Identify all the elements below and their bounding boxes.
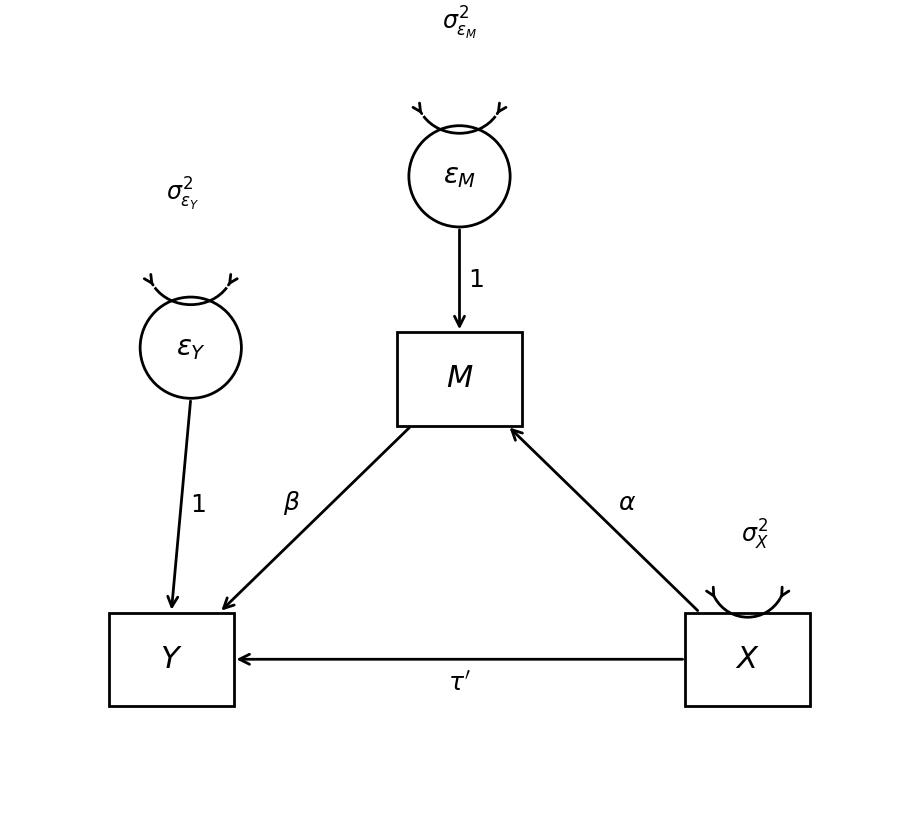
Text: $\varepsilon_M$: $\varepsilon_M$	[443, 162, 476, 191]
Bar	[109, 612, 233, 706]
Text: $\beta$: $\beta$	[283, 489, 301, 518]
Circle shape	[409, 126, 510, 227]
Text: $\sigma^2_X$: $\sigma^2_X$	[742, 518, 770, 552]
Text: $Y$: $Y$	[160, 644, 183, 674]
Text: $M$: $M$	[446, 364, 473, 394]
Circle shape	[140, 297, 242, 399]
Text: $\sigma^2_{\varepsilon_M}$: $\sigma^2_{\varepsilon_M}$	[442, 4, 477, 42]
Text: $\tau'$: $\tau'$	[448, 672, 471, 696]
Text: 1: 1	[190, 493, 206, 517]
Text: $\varepsilon_Y$: $\varepsilon_Y$	[176, 334, 206, 362]
Bar	[686, 612, 810, 706]
Text: $\sigma^2_{\varepsilon_Y}$: $\sigma^2_{\varepsilon_Y}$	[166, 176, 199, 213]
Text: $X$: $X$	[735, 644, 760, 674]
Text: $\alpha$: $\alpha$	[618, 492, 636, 515]
Text: 1: 1	[469, 267, 484, 292]
Bar	[397, 332, 522, 426]
